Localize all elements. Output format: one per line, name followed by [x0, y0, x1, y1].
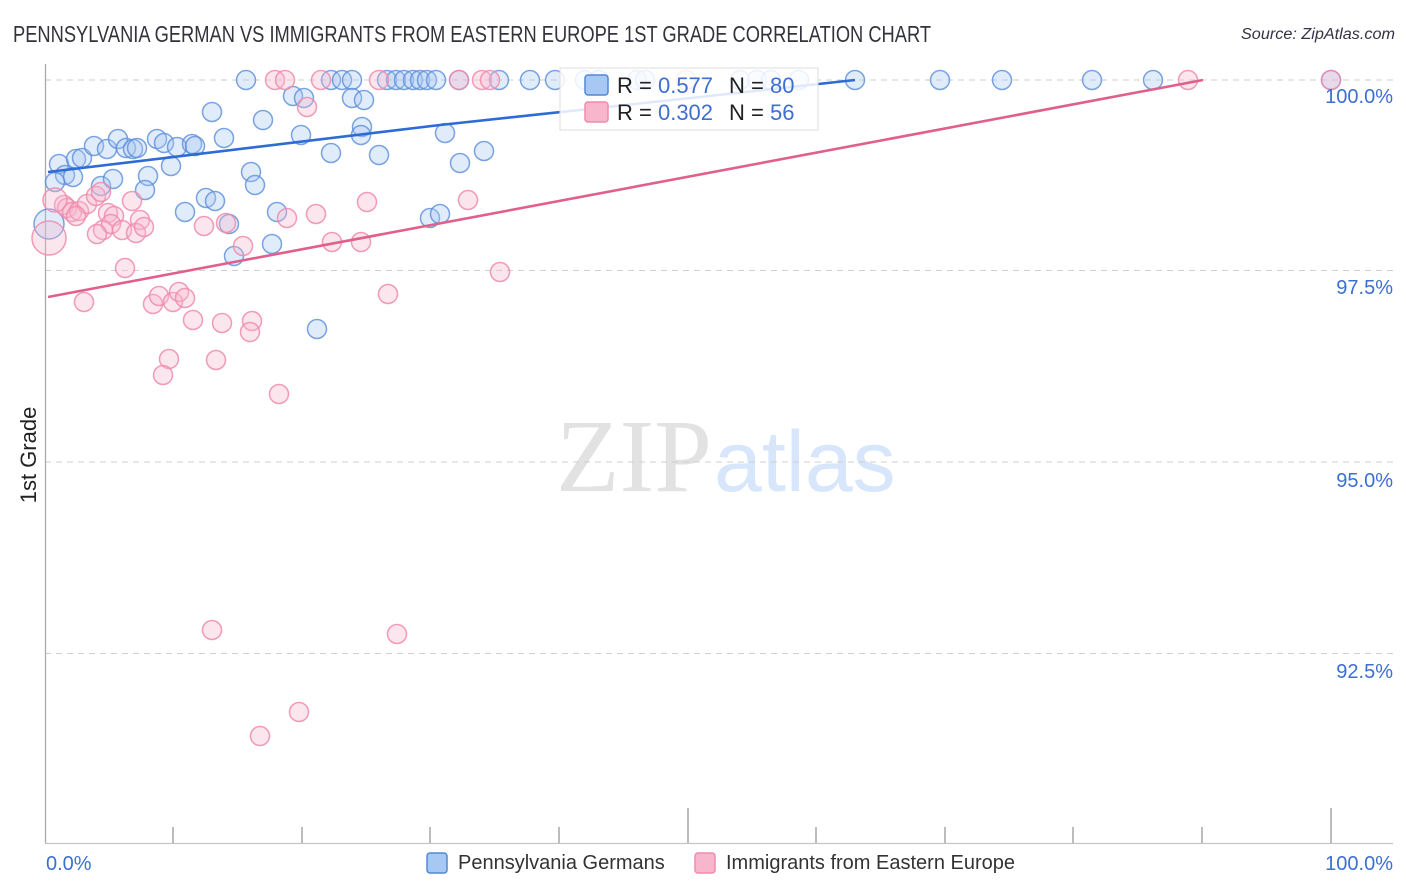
- svg-text:ZIP: ZIP: [556, 399, 712, 514]
- svg-text:92.5%: 92.5%: [1336, 661, 1393, 683]
- svg-text:Pennsylvania Germans: Pennsylvania Germans: [458, 852, 665, 874]
- svg-text:N = 80: N = 80: [729, 73, 794, 98]
- svg-text:100.0%: 100.0%: [1325, 853, 1393, 875]
- svg-text:0.0%: 0.0%: [46, 853, 92, 875]
- svg-text:Source: ZipAtlas.com: Source: ZipAtlas.com: [1241, 26, 1395, 43]
- svg-text:1st Grade: 1st Grade: [16, 407, 41, 504]
- svg-text:R = 0.302: R = 0.302: [617, 100, 713, 125]
- svg-text:N = 56: N = 56: [729, 100, 794, 125]
- svg-text:R = 0.577: R = 0.577: [617, 73, 713, 98]
- svg-text:100.0%: 100.0%: [1325, 86, 1393, 108]
- svg-text:97.5%: 97.5%: [1336, 277, 1393, 299]
- svg-text:95.0%: 95.0%: [1336, 470, 1393, 492]
- svg-text:PENNSYLVANIA GERMAN VS IMMIGRA: PENNSYLVANIA GERMAN VS IMMIGRANTS FROM E…: [13, 21, 931, 47]
- svg-text:Immigrants from Eastern Europe: Immigrants from Eastern Europe: [726, 852, 1015, 874]
